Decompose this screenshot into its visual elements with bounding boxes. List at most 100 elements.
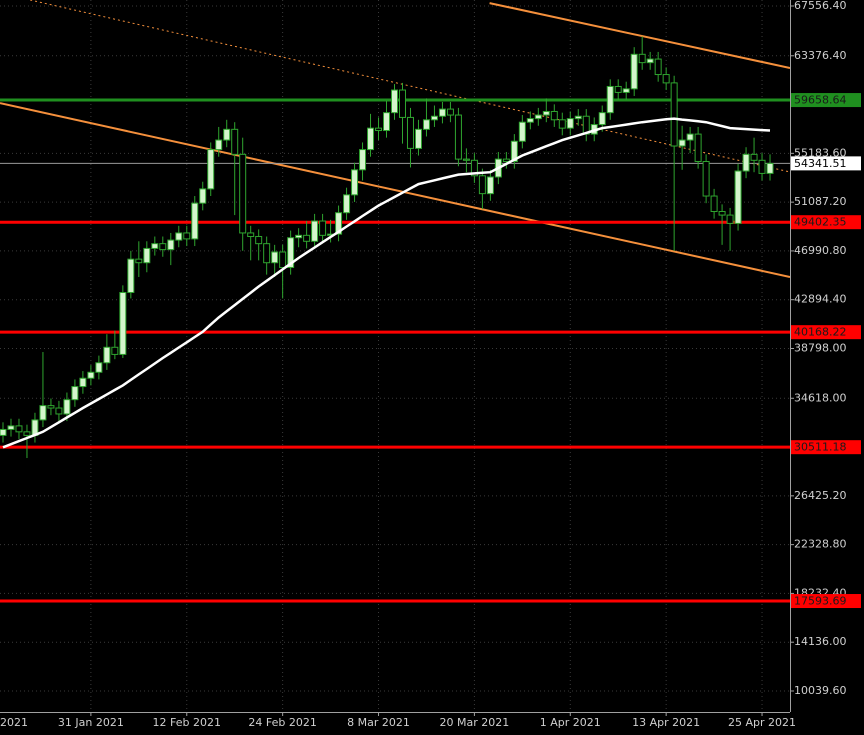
candle-body — [606, 85, 614, 114]
candle-body — [207, 149, 215, 190]
candle-body — [351, 169, 359, 196]
current-price-box — [791, 156, 861, 171]
y-tick-label: 22328.80 — [794, 538, 847, 551]
candle-body — [111, 346, 119, 355]
candle-body — [614, 85, 622, 93]
candle-body — [502, 158, 510, 162]
y-tick-label: 63376.40 — [794, 49, 847, 62]
candle-body — [151, 243, 159, 249]
candle-body — [446, 108, 454, 116]
candle-body — [454, 114, 462, 160]
candle-body — [103, 346, 111, 364]
trendline — [0, 102, 790, 278]
candle-body — [95, 362, 103, 373]
candle-body — [303, 234, 311, 242]
candle-body — [143, 247, 151, 264]
current-price-label: 54341.51 — [794, 157, 847, 170]
candle-body — [542, 110, 550, 116]
candle-body — [247, 232, 255, 238]
candle-body — [367, 127, 375, 151]
y-tick-label: 67556.40 — [794, 0, 847, 12]
candle-body — [375, 127, 383, 132]
x-tick-label: 1 Apr 2021 — [540, 716, 601, 729]
candle-body — [271, 251, 279, 264]
candle-body — [287, 237, 295, 268]
candle-body — [478, 175, 486, 195]
candle-body — [710, 195, 718, 213]
candle-body — [654, 58, 662, 76]
candle-body — [295, 234, 303, 239]
candle-body — [383, 112, 391, 132]
candle-body — [167, 239, 175, 251]
candle-body — [159, 243, 167, 251]
candle-body — [486, 176, 494, 195]
y-tick-label: 46990.80 — [794, 244, 847, 257]
candle-body — [335, 212, 343, 235]
candle-body — [630, 53, 638, 90]
candle-body — [510, 140, 518, 162]
candle-body — [255, 236, 263, 245]
candle-body — [518, 121, 526, 142]
candle-body — [71, 386, 79, 401]
y-tick-label: 26425.20 — [794, 489, 847, 502]
candle-body — [718, 211, 726, 216]
candle-body — [0, 428, 7, 436]
level-label: 17593.69 — [794, 595, 847, 608]
candle-body — [391, 89, 399, 114]
candle-body — [742, 153, 750, 172]
candle-body — [638, 53, 646, 64]
level-label: 49402.35 — [794, 216, 847, 229]
candle-body — [47, 405, 55, 409]
candle-body — [359, 149, 367, 171]
candle-body — [550, 110, 558, 121]
candle-body — [558, 119, 566, 129]
candle-body — [750, 153, 758, 161]
level-label-box — [791, 594, 861, 609]
candle-body — [686, 133, 694, 141]
candle-body — [598, 112, 606, 126]
candle-body — [646, 58, 654, 64]
candle-body — [199, 188, 207, 204]
candle-body — [135, 258, 143, 264]
y-tick-label: 55183.60 — [794, 146, 847, 159]
x-tick-label: 19 Jan 2021 — [0, 716, 28, 729]
candle-body — [7, 425, 15, 430]
moving-average — [2, 117, 771, 449]
candle-body — [55, 407, 63, 415]
candle-body — [119, 291, 127, 355]
candle-body — [175, 232, 183, 241]
candle-body — [574, 115, 582, 120]
level-label-box — [791, 325, 861, 340]
x-tick-label: 13 Apr 2021 — [632, 716, 700, 729]
candle-body — [311, 220, 319, 242]
candle-body — [79, 377, 87, 388]
candle-body — [734, 170, 742, 224]
candle-body — [430, 115, 438, 121]
x-tick-label: 20 Mar 2021 — [440, 716, 510, 729]
candle-body — [239, 153, 247, 234]
y-tick-label: 51087.20 — [794, 195, 847, 208]
candle-body — [319, 220, 327, 236]
x-tick-label: 24 Feb 2021 — [248, 716, 316, 729]
candle-body — [670, 82, 678, 147]
level-label-box — [791, 93, 861, 108]
candle-body — [406, 116, 414, 149]
y-tick-label: 38798.00 — [794, 341, 847, 354]
candle-body — [87, 371, 95, 379]
level-label-box — [791, 440, 861, 455]
candle-body — [191, 202, 199, 240]
candle-body — [694, 133, 702, 162]
candle-body — [215, 139, 223, 151]
x-tick-label: 12 Feb 2021 — [153, 716, 221, 729]
candle-body — [422, 119, 430, 130]
plot — [0, 0, 790, 712]
candle-body — [526, 118, 534, 123]
trendline — [489, 2, 790, 69]
candle-body — [766, 162, 774, 174]
x-tick-label: 31 Jan 2021 — [58, 716, 124, 729]
candle-body — [702, 160, 710, 197]
candle-body — [462, 158, 470, 161]
candle-body — [39, 405, 47, 421]
level-label: 59658.64 — [794, 94, 847, 107]
